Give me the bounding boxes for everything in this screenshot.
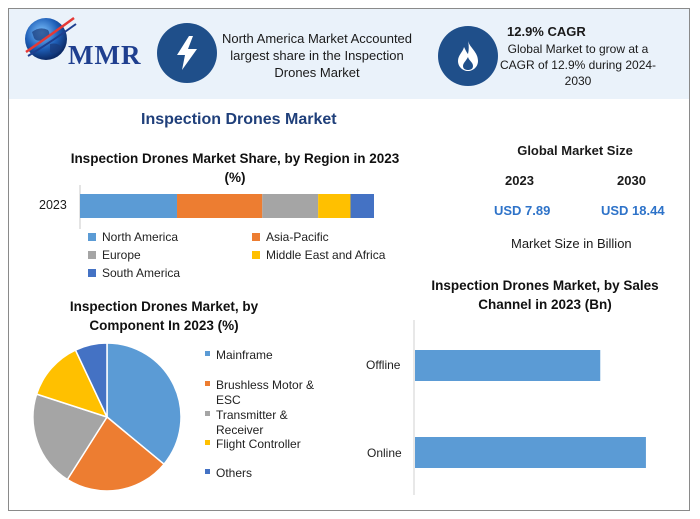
logo: MMR <box>22 14 147 76</box>
region-bar-segment-asia-pacific <box>177 194 263 218</box>
legend-brushless-motor: Brushless Motor & ESC <box>205 378 323 408</box>
legend-europe: Europe <box>88 248 141 262</box>
market-size-unit-note: Market Size in Billion <box>511 236 632 251</box>
pie-slice-others <box>74 342 108 418</box>
legend-others: Others <box>205 466 252 481</box>
market-size-title: Global Market Size <box>517 143 633 158</box>
header-band <box>9 9 689 99</box>
pie-slice-transmitter-receiver <box>32 393 109 481</box>
market-size-year-2023: 2023 <box>505 173 534 188</box>
sales-chart-title: Inspection Drones Market, by Sales Chann… <box>431 278 659 312</box>
legend-south-america: South America <box>88 266 180 280</box>
market-size-value-2030: USD 18.44 <box>601 203 665 218</box>
flame-icon <box>438 26 498 86</box>
component-chart-title: Inspection Drones Market, by Component I… <box>69 299 259 333</box>
cagr-text: Global Market to grow at a CAGR of 12.9%… <box>499 42 657 88</box>
infographic-frame <box>8 8 690 511</box>
logo-text: MMR <box>68 40 142 70</box>
main-title: Inspection Drones Market <box>141 111 337 128</box>
cagr-title: 12.9% CAGR <box>507 24 586 39</box>
region-bar-segment-europe <box>262 194 319 218</box>
sales-bar-offline <box>415 350 601 381</box>
globe-logo-icon <box>25 16 77 60</box>
legend-mainframe: Mainframe <box>205 348 273 363</box>
legend-transmitter-receiver: Transmitter & Receiver <box>205 408 305 438</box>
region-bar-segment-north-america <box>80 194 178 218</box>
region-bar-segment-middle-east-and-africa <box>318 194 351 218</box>
market-size-value-2023: USD 7.89 <box>494 203 551 218</box>
region-legend: North America Asia-Pacific Europe Middle… <box>88 230 408 286</box>
component-pie-chart <box>32 342 182 492</box>
legend-flight-controller: Flight Controller <box>205 437 301 452</box>
pie-slice-mainframe <box>106 342 182 466</box>
legend-middle-east-africa: Middle East and Africa <box>252 248 385 262</box>
market-size-year-2030: 2030 <box>617 173 646 188</box>
lightning-icon <box>157 23 217 83</box>
region-info-text: North America Market Accounted largest s… <box>221 31 413 80</box>
pie-slice-flight-controller <box>35 349 109 419</box>
region-bar-segment-south-america <box>350 194 374 218</box>
component-legend: Mainframe Brushless Motor & ESC Transmit… <box>205 347 325 487</box>
legend-asia-pacific: Asia-Pacific <box>252 230 329 244</box>
region-chart-title: Inspection Drones Market Share, by Regio… <box>70 151 400 185</box>
region-year-label: 2023 <box>39 198 67 212</box>
sales-category-offline: Offline <box>366 358 401 372</box>
sales-bar-online <box>415 437 646 468</box>
pie-slice-brushless-motor-esc <box>66 415 166 492</box>
region-stacked-bar-chart <box>79 185 374 229</box>
sales-category-online: Online <box>367 446 402 460</box>
sales-bar-chart <box>413 320 646 495</box>
legend-north-america: North America <box>88 230 178 244</box>
